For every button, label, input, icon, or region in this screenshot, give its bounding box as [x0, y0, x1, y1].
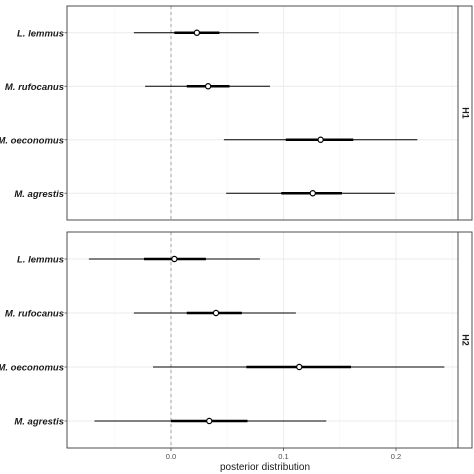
category-label: M. oeconomus — [0, 363, 64, 374]
category-label: M. rufocanus — [5, 309, 64, 320]
x-tick-label: 0.2 — [391, 452, 401, 461]
category-label: L. lemmus — [17, 255, 64, 266]
facet-strip-label: H2 — [461, 334, 471, 346]
x-axis: 0.0 0.1 0.2 — [166, 448, 401, 461]
facet-panel-h2: L. lemmus M. rufocanus M. oeconomus M. agre… — [0, 231, 473, 449]
median-point — [212, 309, 220, 317]
facet-panels: L. lemmus M. rufocanus M. oeconomus M. agre… — [0, 5, 473, 449]
facet-strip — [457, 231, 473, 449]
category-label: M. agrestis — [14, 417, 64, 428]
x-axis-title: posterior distribution — [220, 462, 310, 473]
facet-strip-label: H1 — [461, 107, 471, 119]
median-point — [171, 255, 178, 263]
x-tick-label: 0.0 — [166, 452, 176, 461]
median-point — [204, 83, 212, 90]
category-label: M. agrestis — [14, 189, 64, 200]
panel-background — [67, 6, 458, 220]
median-point — [206, 417, 213, 425]
median-point — [317, 136, 324, 143]
category-label: M. rufocanus — [5, 82, 64, 93]
x-tick-label: 0.1 — [278, 452, 288, 461]
category-label: M. oeconomus — [0, 135, 64, 146]
category-label: L. lemmus — [17, 28, 64, 39]
facet-panel-h1: L. lemmus M. rufocanus M. oeconomus M. agre… — [0, 5, 473, 221]
median-point — [193, 29, 201, 36]
median-point — [309, 190, 316, 197]
median-point — [296, 363, 303, 371]
facet-strip — [457, 5, 473, 221]
panel-background — [67, 232, 458, 448]
